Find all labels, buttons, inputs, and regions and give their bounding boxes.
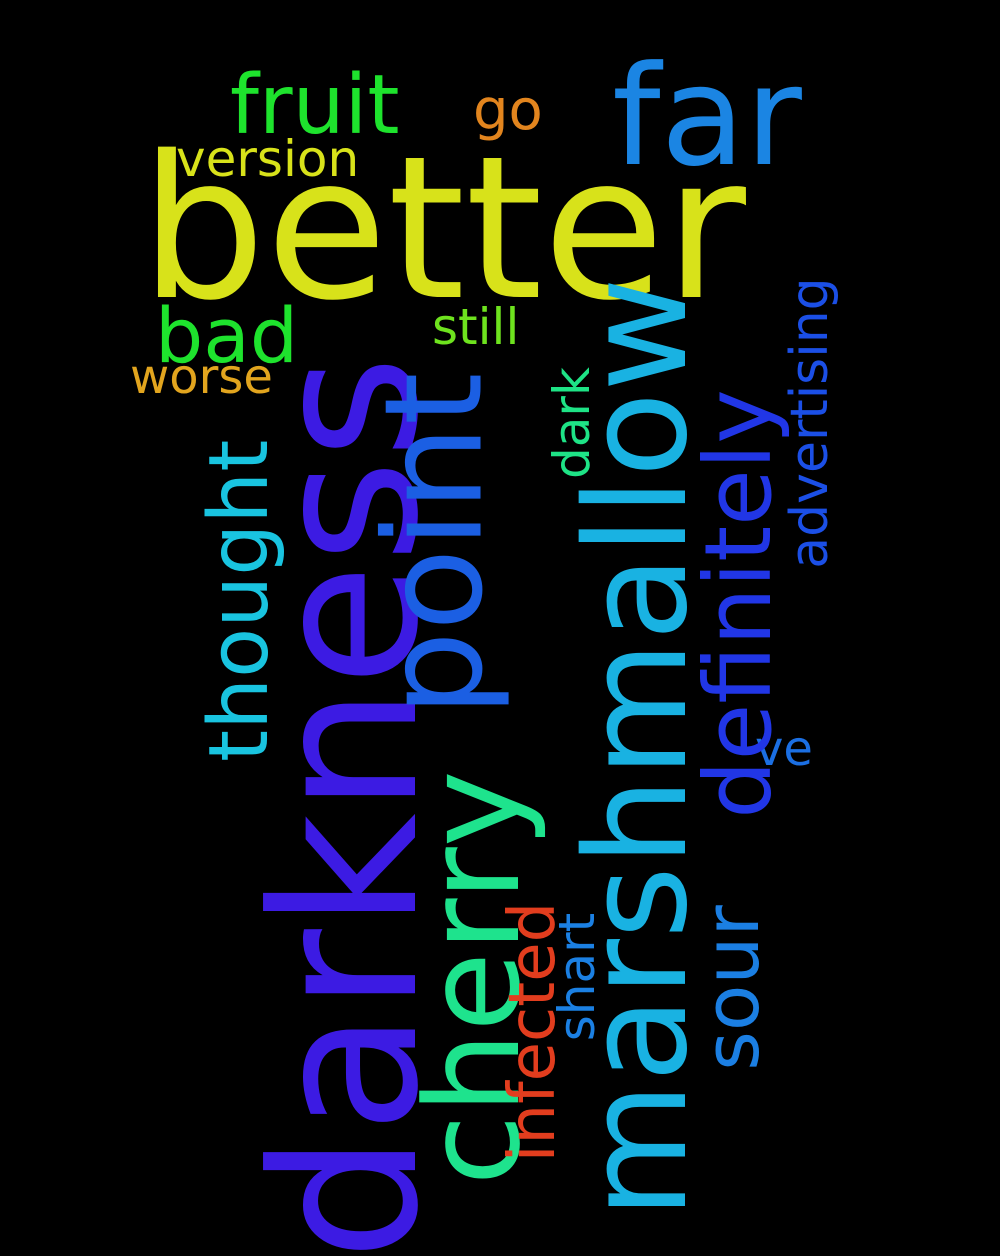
word-worse: worse bbox=[130, 349, 273, 405]
word-version: version bbox=[176, 130, 360, 188]
word-point: point bbox=[355, 372, 513, 717]
word-far: far bbox=[612, 36, 802, 197]
word-better: better bbox=[140, 113, 746, 344]
word-fruit: fruit bbox=[230, 58, 400, 153]
word-bad: bad bbox=[155, 291, 299, 380]
word-thought: thought bbox=[192, 439, 287, 762]
word-ve: ve bbox=[755, 721, 813, 777]
word-sour: sour bbox=[687, 905, 776, 1071]
word-advertising: advertising bbox=[780, 277, 840, 569]
word-go: go bbox=[473, 78, 543, 143]
word-shart: shart bbox=[548, 912, 606, 1042]
word-definitely: definitely bbox=[685, 389, 792, 819]
word-still: still bbox=[432, 298, 520, 356]
word-dark: dark bbox=[543, 367, 601, 479]
